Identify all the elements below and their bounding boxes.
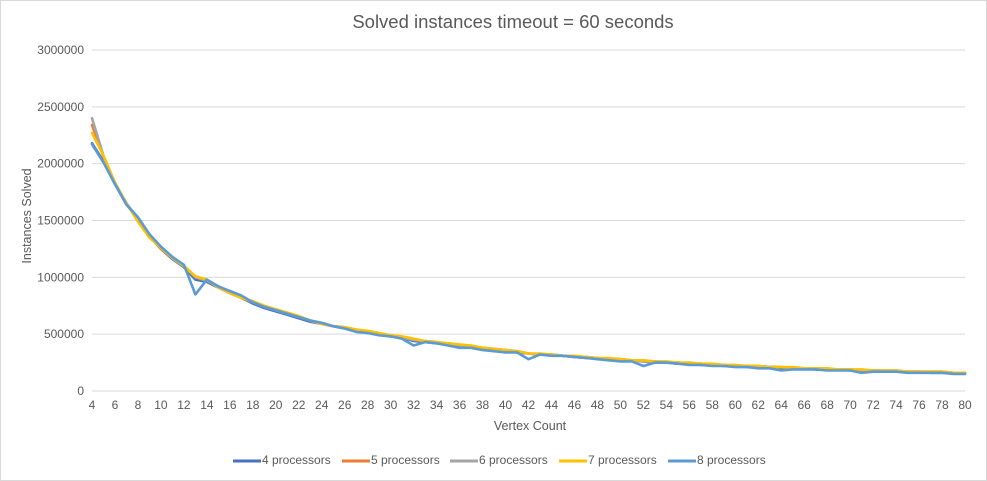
x-tick-label: 30 [384,398,398,412]
x-tick-label: 14 [200,398,214,412]
gridlines [92,49,965,392]
x-tick-label: 6 [112,398,119,412]
series-lines [90,116,967,376]
chart-title: Solved instances timeout = 60 seconds [352,11,673,32]
legend-label: 5 processors [371,453,440,467]
x-tick-label: 78 [935,398,949,412]
x-tick-label: 50 [614,398,628,412]
x-tick-label: 54 [660,398,674,412]
x-tick-label: 42 [522,398,536,412]
x-tick-label: 72 [866,398,880,412]
y-tick-label: 2000000 [37,157,84,171]
x-tick-label: 64 [775,398,789,412]
x-tick-label: 28 [361,398,375,412]
x-tick-label: 18 [246,398,260,412]
legend-label: 4 processors [262,453,331,467]
x-tick-label: 76 [912,398,926,412]
x-tick-label: 22 [292,398,306,412]
x-tick-label: 4 [89,398,96,412]
x-tick-label: 44 [545,398,559,412]
x-tick-label: 24 [315,398,329,412]
x-tick-label: 66 [798,398,812,412]
y-tick-label: 2500000 [37,100,84,114]
y-tick-label: 500000 [44,327,84,341]
series-line-8-processors [90,143,967,376]
x-tick-label: 52 [637,398,651,412]
y-tick-label: 1500000 [37,214,84,228]
legend-label: 6 processors [479,453,548,467]
x-tick-label: 38 [476,398,490,412]
y-axis-ticks: 0 500000 1000000 1500000 2000000 2500000 30000… [37,43,84,398]
x-tick-label: 16 [223,398,237,412]
x-tick-label: 46 [568,398,582,412]
series-line-7-processors [90,131,967,375]
x-tick-label: 36 [453,398,467,412]
x-axis-title: Vertex Count [494,419,567,433]
legend-label: 8 processors [697,453,766,467]
y-axis-title: Instances Solved [20,168,34,263]
y-tick-label: 3000000 [37,43,84,57]
y-tick-label: 0 [77,384,84,398]
x-tick-label: 40 [499,398,513,412]
x-tick-label: 56 [683,398,697,412]
x-tick-label: 32 [407,398,421,412]
x-tick-label: 20 [269,398,283,412]
series-line-4-processors [90,141,967,375]
x-tick-label: 70 [843,398,857,412]
x-tick-label: 62 [752,398,766,412]
x-tick-label: 10 [154,398,168,412]
legend-label: 7 processors [588,453,657,467]
x-tick-label: 48 [591,398,605,412]
x-tick-label: 68 [820,398,834,412]
x-tick-label: 26 [338,398,352,412]
series-line-5-processors [90,123,967,375]
x-tick-label: 34 [430,398,444,412]
x-tick-label: 74 [889,398,903,412]
x-tick-label: 12 [177,398,191,412]
y-tick-label: 1000000 [37,270,84,284]
x-tick-label: 80 [958,398,972,412]
x-axis-ticks: 4 6 8 10 12 14 16 18 20 22 24 26 28 30 32 34 36 38 40 42 44 4… [89,398,972,412]
legend: 4 processors 5 processors 6 processors 7 pr… [233,453,766,467]
x-tick-label: 60 [729,398,743,412]
x-tick-label: 8 [135,398,142,412]
x-tick-label: 58 [706,398,720,412]
